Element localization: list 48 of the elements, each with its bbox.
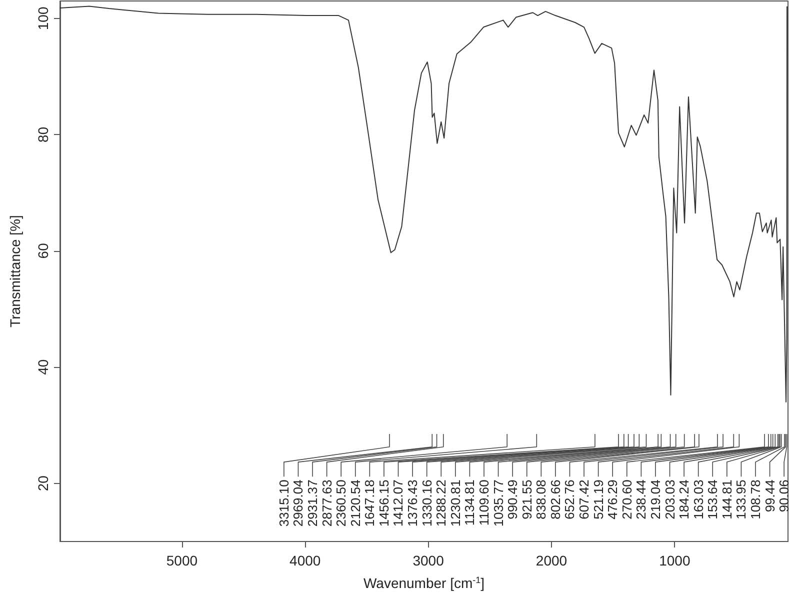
annotation: 521.19	[590, 480, 606, 520]
annotation: 1288.22	[434, 480, 449, 527]
x-tick-label: 1000	[659, 552, 690, 568]
annotation: 3315.10	[276, 480, 292, 527]
annotation: 219.04	[648, 480, 663, 520]
annotation: 270.60	[619, 480, 634, 520]
y-tick-label: 100	[35, 6, 51, 30]
x-tick-label: 3000	[412, 552, 444, 568]
annotation: 1412.07	[390, 480, 406, 527]
annotation: 144.81	[719, 480, 734, 520]
x-tick-label: 2000	[536, 552, 568, 568]
x-tick-label: 4000	[290, 552, 321, 568]
y-tick-label: 40	[35, 359, 51, 375]
annotation: 476.29	[605, 480, 620, 520]
annotation: 238.44	[634, 480, 649, 520]
annotation: 2877.63	[319, 480, 334, 527]
annotation: 838.08	[534, 480, 549, 520]
annotation: 652.76	[562, 480, 578, 520]
annotation: 2120.54	[348, 480, 363, 527]
annotation: 153.64	[705, 480, 720, 520]
annotation: 163.03	[690, 480, 706, 520]
annotation: 2360.50	[334, 480, 349, 527]
y-tick-label: 60	[35, 242, 51, 259]
y-tick-label: 20	[35, 475, 51, 492]
annotation: 1456.15	[376, 480, 392, 527]
annotation: 184.24	[676, 480, 692, 520]
annotation: 203.03	[662, 480, 678, 520]
annotation: 1109.60	[476, 480, 492, 526]
annotation: 990.49	[505, 480, 520, 520]
annotation: 1035.77	[490, 480, 506, 527]
y-tick-label: 80	[35, 126, 51, 142]
annotation: 1230.81	[448, 480, 463, 527]
annotation: 802.66	[548, 480, 563, 520]
annotation: 1647.18	[362, 480, 378, 527]
annotation: 108.78	[748, 480, 763, 520]
annotation: 2969.04	[290, 480, 306, 527]
annotation: 1134.81	[462, 480, 478, 526]
line-series	[60, 6, 788, 403]
annotation: 1376.43	[405, 480, 420, 527]
annotation: 2931.37	[305, 480, 320, 527]
annotation: 90.06	[776, 480, 790, 512]
annotation: 133.95	[734, 480, 749, 520]
annotation: 607.42	[576, 480, 592, 520]
annotation: 99.44	[762, 480, 778, 512]
y-axis-title: Transmittance [%]	[7, 215, 23, 328]
annotation: 1330.16	[419, 480, 434, 527]
x-tick-label: 5000	[166, 552, 198, 568]
annotation: 921.55	[519, 480, 534, 520]
